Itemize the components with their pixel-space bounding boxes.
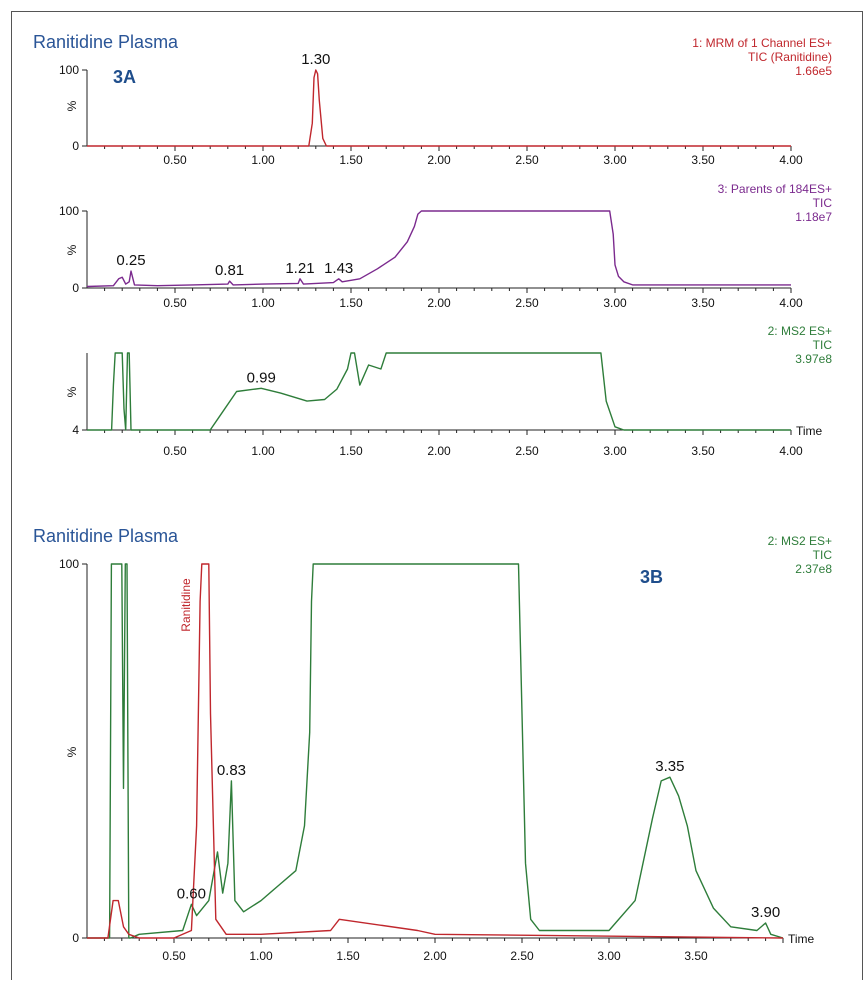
x-tick-label: 1.00 <box>251 296 275 310</box>
x-tick-label: 0.50 <box>163 153 187 167</box>
x-tick-label: 0.50 <box>163 296 187 310</box>
annotation-label: Ranitidine <box>179 578 193 632</box>
y-axis-label: % <box>65 386 79 397</box>
x-tick-label: 3.50 <box>691 153 715 167</box>
x-tick-label: 3.50 <box>691 296 715 310</box>
x-tick-label: 1.00 <box>251 153 275 167</box>
series-line-0 <box>87 563 784 939</box>
panel-badge: 3B <box>640 567 663 587</box>
info-line: 2: MS2 ES+ <box>768 324 832 338</box>
x-tick-label: 3.00 <box>603 444 627 458</box>
x-tick-label: 2.00 <box>427 444 451 458</box>
peak-label: 1.21 <box>285 260 314 277</box>
peak-label: 1.43 <box>324 260 353 277</box>
info-line: 3.97e8 <box>795 352 832 366</box>
figure-frame <box>11 11 863 980</box>
y-tick-label: 100 <box>59 63 79 77</box>
x-tick-label: 0.50 <box>162 949 186 963</box>
x-tick-label: 3.50 <box>684 949 708 963</box>
x-tick-label: 3.00 <box>603 296 627 310</box>
info-line: 2.37e8 <box>795 562 832 576</box>
series-line-1 <box>87 563 784 939</box>
x-tick-label: 2.50 <box>515 153 539 167</box>
x-tick-label: 2.50 <box>515 444 539 458</box>
info-line: TIC <box>813 338 833 352</box>
x-tick-label: 1.50 <box>339 296 363 310</box>
y-axis-label: % <box>65 746 79 757</box>
x-tick-label: 2.00 <box>427 153 451 167</box>
chart-title: Ranitidine Plasma <box>33 526 179 546</box>
x-tick-label: 1.50 <box>339 153 363 167</box>
y-tick-label: 0 <box>72 139 79 153</box>
info-line: TIC <box>813 196 833 210</box>
info-line: TIC (Ranitidine) <box>748 50 832 64</box>
x-tick-label: 2.50 <box>510 949 534 963</box>
x-tick-label: 2.50 <box>515 296 539 310</box>
chart-panel-p1: Ranitidine Plasma 3A 1: MRM of 1 Channel E… <box>33 32 832 167</box>
series-line-0 <box>87 352 791 431</box>
info-line: 1.66e5 <box>795 64 832 78</box>
peak-label: 0.60 <box>177 885 206 902</box>
chart-title: Ranitidine Plasma <box>33 32 179 52</box>
x-tick-label: 1.50 <box>339 444 363 458</box>
peak-label: 1.30 <box>301 51 330 68</box>
x-tick-label: 4.00 <box>779 296 803 310</box>
y-tick-label: 0 <box>72 931 79 945</box>
info-line: 1.18e7 <box>795 210 832 224</box>
peak-label: 0.81 <box>215 262 244 279</box>
y-tick-label: 4 <box>72 423 79 437</box>
x-tick-label: 4.00 <box>779 444 803 458</box>
panel-badge: 3A <box>113 67 136 87</box>
x-tick-label: 3.50 <box>691 444 715 458</box>
x-tick-label: 1.50 <box>336 949 360 963</box>
x-tick-label: 2.00 <box>427 296 451 310</box>
x-tick-label: 0.50 <box>163 444 187 458</box>
series-line-0 <box>86 210 791 288</box>
peak-label: 0.83 <box>217 762 246 779</box>
y-axis-label: % <box>65 100 79 111</box>
x-tick-label: 4.00 <box>779 153 803 167</box>
peak-label: 3.35 <box>655 758 684 775</box>
x-tick-label: 1.00 <box>249 949 273 963</box>
y-tick-label: 100 <box>59 204 79 218</box>
info-line: TIC <box>813 548 833 562</box>
info-line: 2: MS2 ES+ <box>768 534 832 548</box>
y-axis-label: % <box>65 244 79 255</box>
series-line-0 <box>87 69 791 147</box>
peak-label: 3.90 <box>751 904 780 921</box>
peak-label: 0.25 <box>116 252 145 269</box>
x-tick-label: 3.00 <box>603 153 627 167</box>
info-line: 3: Parents of 184ES+ <box>718 182 832 196</box>
x-tick-label: 1.00 <box>251 444 275 458</box>
info-line: 1: MRM of 1 Channel ES+ <box>692 36 832 50</box>
x-axis-label: Time <box>796 424 823 438</box>
y-tick-label: 100 <box>59 557 79 571</box>
x-axis-label: Time <box>788 932 815 946</box>
y-tick-label: 0 <box>72 281 79 295</box>
x-tick-label: 3.00 <box>597 949 621 963</box>
peak-label: 0.99 <box>247 369 276 386</box>
x-tick-label: 2.00 <box>423 949 447 963</box>
